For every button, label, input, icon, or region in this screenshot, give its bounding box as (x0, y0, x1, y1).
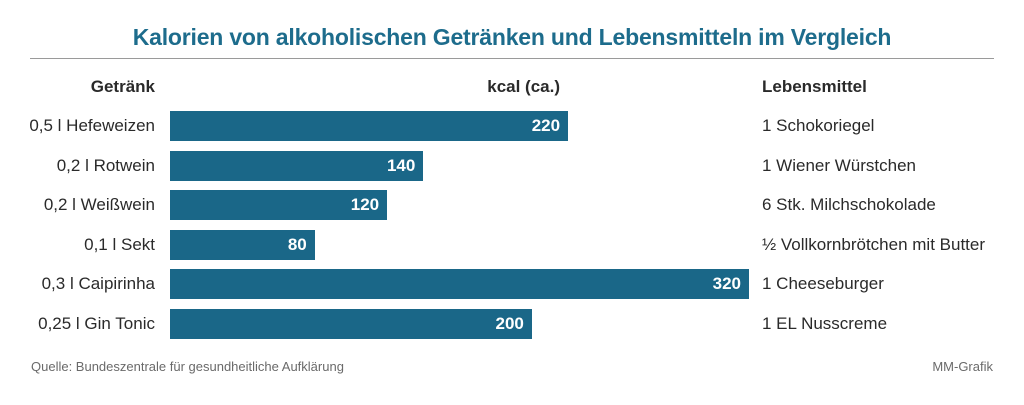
category-label: 0,25 l Gin Tonic (38, 313, 155, 333)
bar-value-label: 200 (495, 313, 524, 333)
bar: 320 (170, 269, 749, 299)
food-equivalent-label: 1 Wiener Würstchen (762, 155, 916, 175)
source-note: Quelle: Bundeszentrale für gesundheitlic… (31, 359, 344, 374)
category-label: 0,2 l Weißwein (43, 195, 155, 214)
bar: 200 (170, 308, 532, 339)
category-label: 0,3 l Caipirinha (41, 274, 155, 293)
bar-value-label: 140 (386, 155, 416, 175)
column-header-drink: Getränk (90, 77, 155, 96)
bar-value-label: 220 (531, 116, 561, 135)
bar-value-label: 80 (287, 234, 307, 254)
category-label: 0,1 l Sekt (84, 234, 155, 254)
column-header-food: Lebensmittel (762, 77, 867, 96)
category-label: 0,5 l Hefeweizen (29, 116, 155, 135)
food-equivalent-label: 1 Schokoriegel (762, 116, 875, 135)
food-equivalent-label: 1 Cheeseburger (762, 274, 884, 293)
bar-value-label: 320 (712, 274, 741, 293)
bar-value-label: 120 (350, 195, 380, 214)
food-equivalent-label: 1 EL Nusscreme (762, 313, 888, 333)
bar: 140 (170, 150, 424, 181)
food-equivalent-label: 6 Stk. Milchschokolade (762, 195, 936, 214)
bar: 80 (170, 229, 315, 260)
graphic-credit: MM-Grafik (932, 359, 993, 374)
title-divider (30, 58, 994, 59)
food-equivalent-label: ½ Vollkornbrötchen mit Butter (762, 234, 986, 254)
category-label: 0,2 l Rotwein (56, 155, 155, 175)
chart-title: Kalorien von alkoholischen Getränken und… (132, 24, 892, 50)
bar: 120 (170, 190, 388, 220)
column-header-kcal: kcal (ca.) (487, 77, 560, 96)
bar: 220 (170, 111, 569, 141)
